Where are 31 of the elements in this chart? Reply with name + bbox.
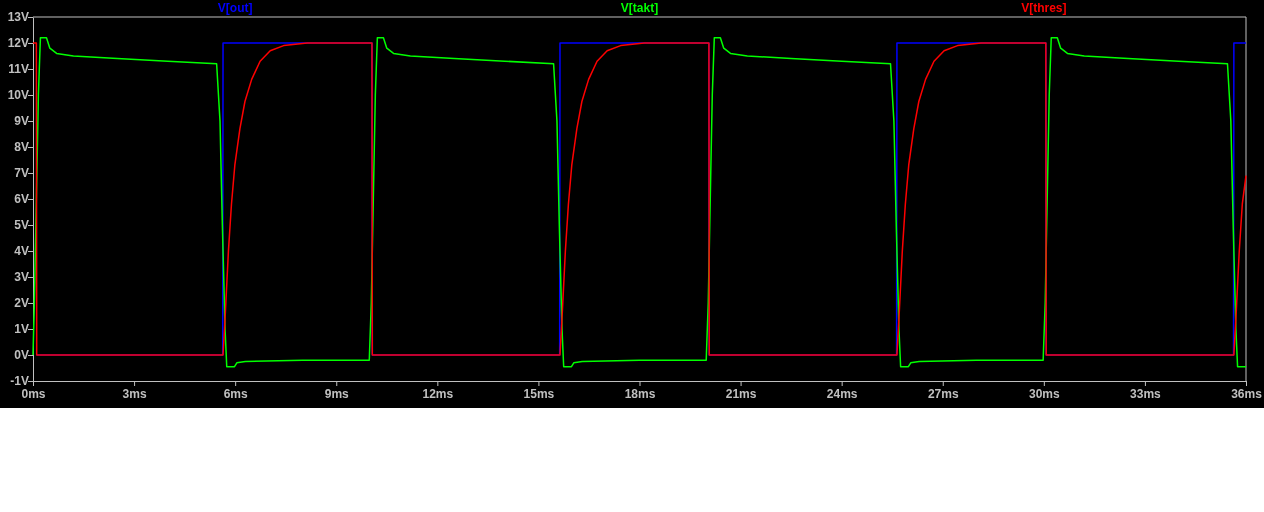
x-tick-label: 15ms <box>523 386 555 401</box>
y-tick-label: 8V <box>14 140 29 155</box>
text: V[thres] <box>1021 1 1067 15</box>
x-tick-label: 24ms <box>826 386 858 401</box>
x-tick-label: 36ms <box>1231 386 1263 401</box>
x-tick-label: 27ms <box>927 386 959 401</box>
y-tick-label: -1V <box>10 374 29 389</box>
y-tick-label: 13V <box>7 10 29 25</box>
x-tick-label: 6ms <box>223 386 248 401</box>
x-tick-label: 12ms <box>422 386 454 401</box>
x-tick-label: 21ms <box>725 386 757 401</box>
y-tick-label: 3V <box>14 270 29 285</box>
y-tick-label: 11V <box>8 62 29 77</box>
x-tick-label: 30ms <box>1028 386 1060 401</box>
x-tick-label: 3ms <box>122 386 147 401</box>
y-tick-label: 4V <box>14 244 29 259</box>
x-tick-label: 33ms <box>1130 386 1162 401</box>
y-tick-label: 10V <box>7 88 29 103</box>
y-tick-label: 0V <box>14 348 29 363</box>
y-tick-label: 1V <box>14 322 29 337</box>
y-tick-label: 12V <box>7 36 29 51</box>
y-tick-label: 6V <box>14 192 29 207</box>
text: V[takt] <box>620 1 659 15</box>
y-tick-label: 9V <box>14 114 29 129</box>
y-tick-label: 7V <box>14 166 29 181</box>
y-tick-label: 5V <box>14 218 29 233</box>
x-tick-label: 18ms <box>624 386 656 401</box>
y-tick-label: 2V <box>14 296 29 311</box>
x-tick-label: 9ms <box>324 386 350 401</box>
x-tick-label: 0ms <box>21 386 46 401</box>
text: V[out] <box>217 1 253 15</box>
